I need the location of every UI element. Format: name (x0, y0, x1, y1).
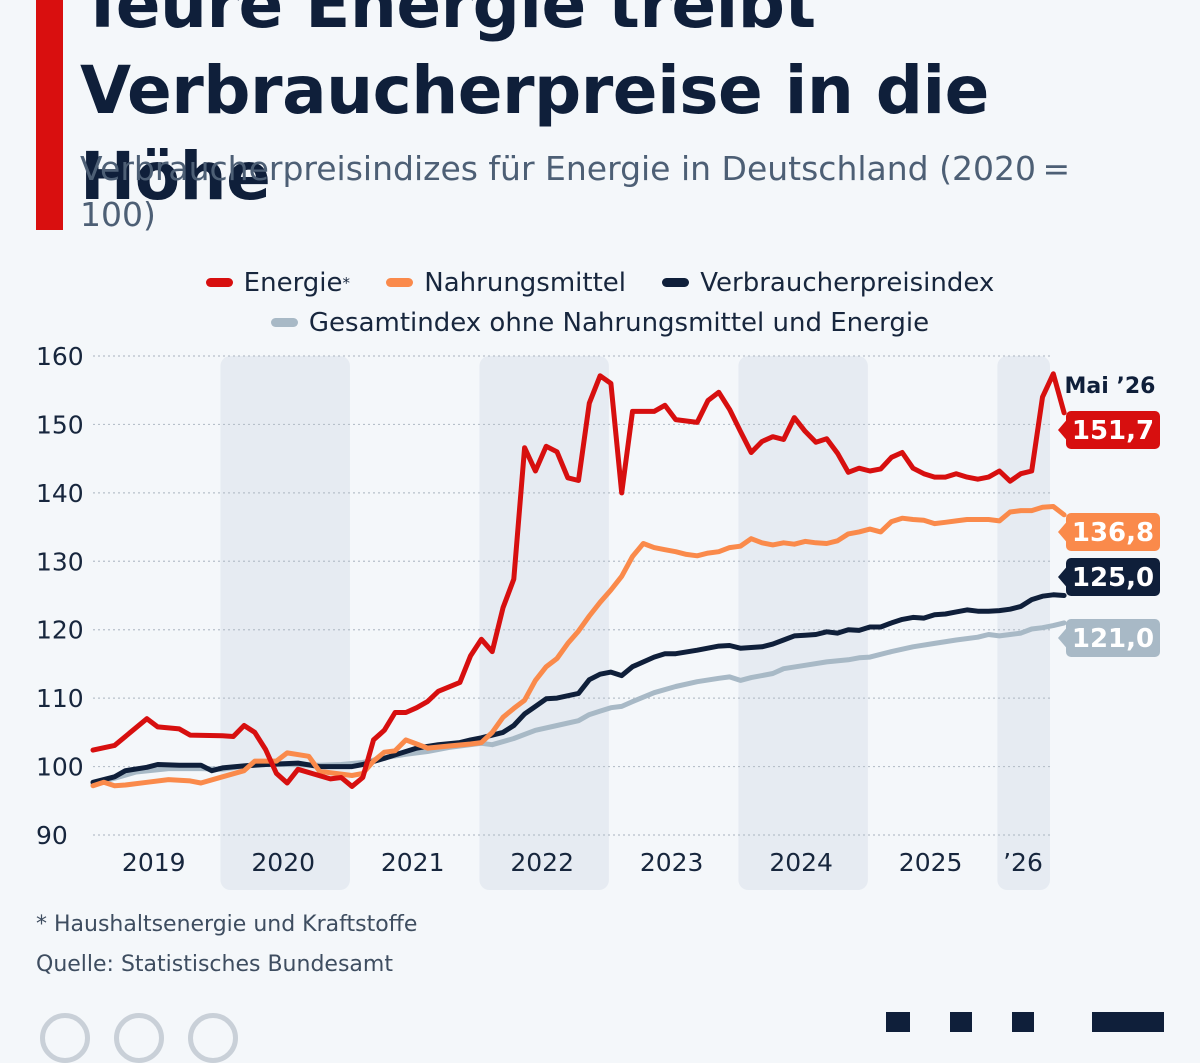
y-tick-label: 90 (36, 821, 68, 850)
legend-item-kern: Gesamtindex ohne Nahrungsmittel und Ener… (270, 307, 930, 338)
y-tick-label: 150 (36, 410, 84, 439)
x-tick-label: 2020 (251, 848, 315, 877)
end-label-box (1066, 411, 1160, 449)
legend-swatch-kern (270, 318, 298, 327)
end-label-box (1066, 513, 1160, 551)
legend-label-kern: Gesamtindex ohne Nahrungsmittel und Ener… (308, 307, 930, 338)
legend-footnote-marker: * (342, 273, 351, 292)
y-tick-label: 130 (36, 547, 84, 576)
series-line-energie (90, 371, 1067, 789)
legend-swatch-nahrung (386, 278, 414, 287)
brand-logo-part (1092, 1012, 1164, 1032)
noderivs-icon (188, 1013, 238, 1063)
end-label-box (1066, 619, 1160, 657)
license-icon (40, 1013, 90, 1063)
brand-logo-part (950, 1012, 972, 1032)
end-label-value: 121,0 (1072, 624, 1154, 654)
legend-row: Gesamtindex ohne Nahrungsmittel und Ener… (0, 304, 1200, 338)
y-tick-label: 110 (36, 684, 84, 713)
line-chart: 90 100 110 120 130 140 150 160 2019 2020 2021 2022 2… (36, 342, 1160, 890)
brand-logo-part (886, 1012, 910, 1032)
series-line-nahrung (90, 504, 1067, 789)
year-band (997, 356, 1050, 890)
legend-swatch-vpi (662, 278, 690, 287)
chart-subtitle: Verbraucherpreisindizes für Energie in D… (80, 149, 1077, 234)
x-tick-label: 2022 (510, 848, 574, 877)
x-tick-label: 2025 (899, 848, 963, 877)
attribution-icon (114, 1013, 164, 1063)
legend-item-energie: Energie * (205, 267, 351, 298)
legend-label-vpi: Verbraucherpreisindex (700, 267, 995, 298)
end-label-header: Mai ’26 (1065, 374, 1156, 399)
x-tick-label: ’26 (1003, 848, 1043, 877)
y-tick-label: 160 (36, 342, 84, 371)
legend-item-vpi: Verbraucherpreisindex (662, 268, 994, 298)
legend-row: Energie * Nahrungsmittel Verbraucherpreis… (0, 264, 1200, 298)
source-note: Quelle: Statistisches Bundesamt (36, 952, 393, 977)
year-band (479, 356, 609, 890)
y-tick-label: 120 (36, 616, 84, 645)
y-tick-label: 140 (36, 479, 84, 508)
x-tick-label: 2023 (640, 848, 704, 877)
legend-item-nahrung: Nahrungsmittel (386, 268, 626, 298)
end-label-value: 125,0 (1072, 563, 1154, 593)
footnote: * Haushaltsenergie und Kraftstoffe (36, 912, 418, 937)
legend-label-nahrung: Nahrungsmittel (424, 267, 627, 298)
x-tick-label: 2021 (381, 848, 445, 877)
x-tick-label: 2019 (122, 848, 186, 877)
brand-logo-part (1012, 1012, 1034, 1032)
x-tick-label: 2024 (769, 848, 833, 877)
legend-swatch-energie (205, 278, 233, 287)
end-label-box (1066, 558, 1160, 596)
end-label-value: 136,8 (1072, 518, 1154, 548)
year-band (738, 356, 868, 890)
chart-title: Teure Energie treibt Verbraucherpreise i… (80, 0, 989, 215)
year-band (220, 356, 350, 890)
y-tick-label: 100 (36, 753, 84, 782)
accent-bar (36, 0, 63, 230)
end-label-value: 151,7 (1072, 416, 1154, 446)
legend-label-energie: Energie (243, 267, 343, 298)
